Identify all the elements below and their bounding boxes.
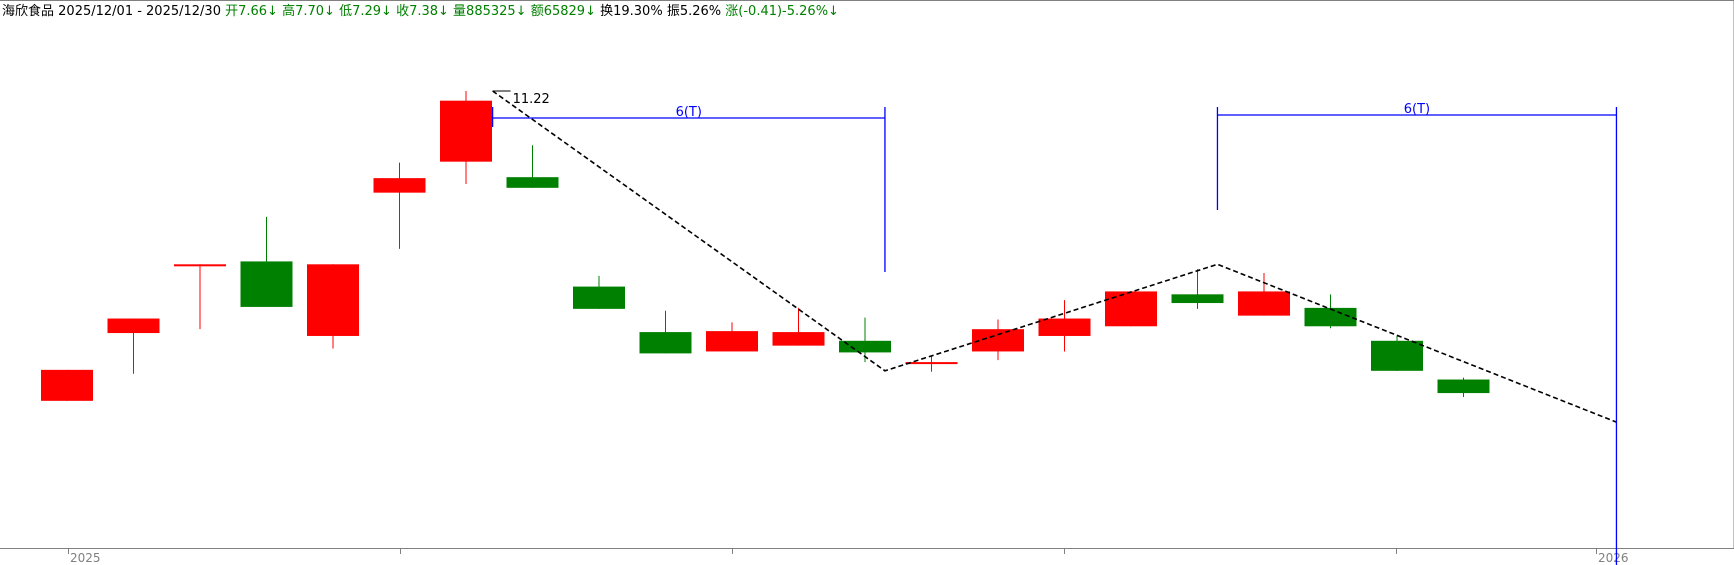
candle-body	[174, 264, 226, 267]
candle-body	[307, 264, 359, 336]
candle-body	[107, 318, 160, 334]
period-label: 6(T)	[1404, 102, 1430, 117]
open-price: 开7.66↓	[225, 4, 278, 19]
candle-body	[1238, 291, 1290, 316]
candle-body	[772, 332, 825, 346]
x-axis-label: 2025	[70, 551, 101, 565]
amount: 额65829↓	[530, 4, 596, 19]
candle-body	[839, 340, 891, 353]
stock-name: 海欣食品	[2, 4, 55, 19]
candle-body	[573, 286, 625, 309]
low-price: 低7.29↓	[339, 4, 392, 19]
amplitude: 振5.26%	[666, 4, 722, 19]
candle-body	[1371, 340, 1423, 371]
candle-body	[639, 332, 692, 354]
candle-body	[706, 331, 758, 352]
candle-body	[1437, 379, 1490, 394]
candle-body	[440, 100, 492, 162]
volume: 量885325↓	[453, 4, 527, 19]
high-price: 高7.70↓	[282, 4, 335, 19]
high-label: 11.22	[513, 92, 550, 107]
period-label: 6(T)	[676, 105, 702, 120]
chart-header: 海欣食品 2025/12/01 - 2025/12/30 开7.66↓ 高7.7…	[2, 3, 839, 21]
candle-body	[240, 261, 293, 307]
candle-body	[41, 369, 93, 401]
candle-body	[1038, 318, 1091, 336]
candle-body	[1105, 291, 1157, 327]
candle-body	[373, 178, 426, 193]
close-price: 收7.38↓	[396, 4, 449, 19]
candle-body	[972, 329, 1024, 352]
candle-body	[1304, 307, 1357, 327]
change: 涨(-0.41)-5.26%↓	[725, 4, 839, 19]
x-axis-label: 2026	[1598, 551, 1629, 565]
turnover: 换19.30%	[600, 4, 663, 19]
trend-line	[492, 90, 1617, 423]
candle-body	[905, 362, 958, 365]
candle-body	[1171, 294, 1224, 304]
date-range: 2025/12/01 - 2025/12/30	[58, 4, 221, 19]
candle-body	[506, 177, 559, 188]
